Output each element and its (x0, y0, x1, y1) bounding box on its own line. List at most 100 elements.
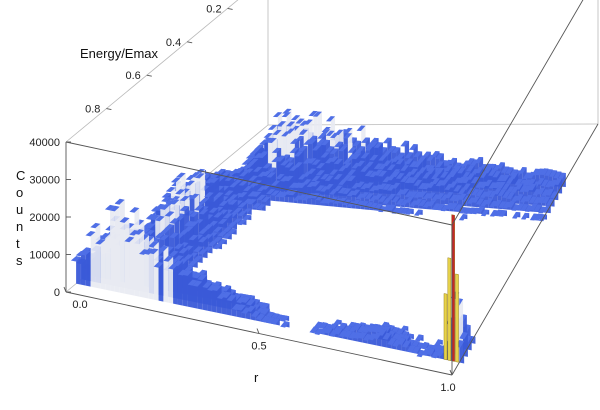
surface-cap (293, 151, 304, 157)
surface-bars (70, 108, 566, 364)
surface-cap (217, 239, 227, 245)
surface-cap (198, 236, 208, 243)
surface-cap (382, 332, 392, 340)
surface-cap (212, 243, 223, 250)
surface-cap (182, 269, 193, 276)
surface-cap (270, 318, 280, 325)
surface-cap (232, 207, 243, 214)
surface-cap (288, 182, 299, 188)
surface-cap (320, 139, 330, 146)
surface-cap (484, 197, 494, 205)
y-tick-label: 0.4 (166, 37, 181, 49)
surface-cap (324, 175, 334, 181)
surface-cap (333, 173, 343, 180)
surface-cap (228, 194, 239, 200)
surface-cap (329, 169, 339, 175)
surface-cap (285, 128, 295, 134)
surface-cap (70, 256, 81, 262)
surface-cap (553, 178, 563, 185)
surface-cap (179, 195, 190, 202)
surface-cap (522, 172, 532, 180)
surface-cap (234, 168, 245, 174)
surface-cap (292, 195, 303, 201)
surface-cap (409, 144, 418, 150)
surface-cap (524, 194, 533, 202)
surface-cap (348, 331, 358, 339)
surface-cap (319, 197, 329, 204)
surface-cap (474, 157, 484, 164)
surface-cap (406, 345, 416, 353)
surface-cap (413, 191, 423, 198)
surface-cap (391, 147, 401, 153)
surface-cap (217, 218, 228, 225)
x-tick-label: 0.0 (72, 299, 87, 311)
surface-cap (338, 145, 348, 152)
surface-cap (170, 177, 181, 183)
surface-cap (338, 322, 348, 330)
surface-cap (295, 118, 305, 124)
surface-cap (439, 171, 449, 178)
surface-cap (360, 166, 370, 172)
surface-bar (114, 205, 120, 293)
surface-cap (449, 202, 459, 210)
surface-cap (352, 140, 362, 147)
surface-cap (281, 112, 291, 118)
surface-cap (159, 234, 170, 241)
surface-cap (276, 121, 287, 127)
surface-cap (256, 204, 266, 210)
surface-bar (182, 269, 188, 307)
surface-cap (251, 202, 262, 209)
surface-cap (452, 162, 462, 169)
surface-cap (189, 193, 200, 200)
surface-cap (333, 327, 343, 335)
surface-cap (183, 254, 194, 260)
surface-cap (346, 175, 356, 182)
surface-bar (177, 260, 183, 306)
surface-cap (536, 177, 545, 185)
surface-cap (289, 138, 300, 144)
surface-cap (483, 163, 492, 171)
surface-cap (148, 248, 159, 255)
surface-cap (343, 330, 353, 338)
surface-cap (338, 330, 348, 338)
surface-cap (153, 261, 164, 268)
surface-cap (139, 249, 149, 255)
surface-cap (241, 214, 252, 221)
surface-cap (311, 175, 321, 182)
surface-cap (387, 204, 396, 211)
surface-cap (378, 170, 387, 177)
surface-cap (271, 147, 282, 153)
surface-cap (535, 168, 545, 176)
surface-cap (373, 163, 383, 170)
surface-cap (159, 228, 170, 235)
surface-cap (173, 260, 183, 267)
surface-cap (212, 236, 223, 243)
surface-cap (519, 185, 528, 193)
surface-cap (418, 199, 427, 207)
surface-cap (391, 182, 401, 189)
surface-cap (334, 141, 344, 148)
surface-cap (452, 165, 462, 172)
surface-cap (387, 146, 397, 152)
surface-cap (541, 189, 550, 197)
spike-bar (447, 257, 452, 361)
surface-cap (342, 188, 352, 195)
surface-cap (231, 303, 242, 311)
surface-cap (400, 207, 410, 214)
surface-cap (342, 158, 352, 165)
surface-cap (193, 255, 203, 262)
surface-cap (315, 185, 325, 191)
surface-cap (183, 226, 194, 232)
surface-cap (496, 174, 506, 182)
x-tick-label: 0.5 (251, 341, 266, 353)
surface-cap (266, 188, 276, 195)
surface-cap (356, 146, 366, 152)
surface-cap (550, 191, 559, 199)
surface-cap (236, 296, 246, 304)
surface-cap (245, 156, 255, 162)
surface-cap (325, 146, 335, 152)
surface-cap (360, 192, 370, 198)
surface-cap (342, 162, 352, 168)
surface-cap (253, 153, 263, 159)
surface-cap (404, 158, 414, 165)
